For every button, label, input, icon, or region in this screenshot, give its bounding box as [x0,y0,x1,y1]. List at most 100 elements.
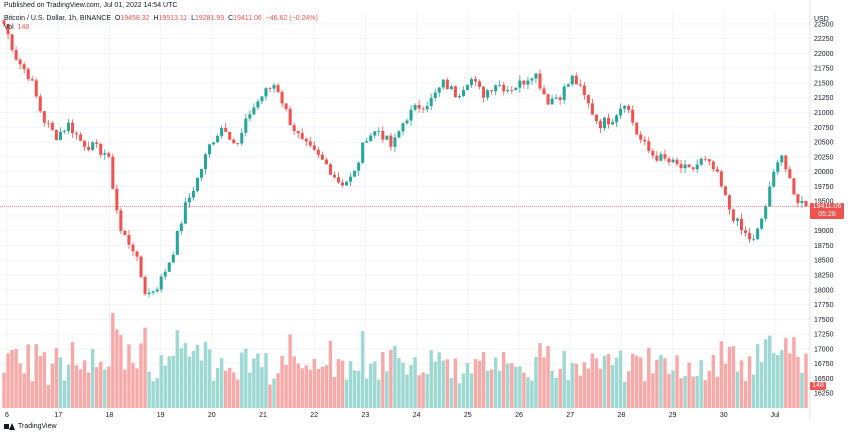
candle-body [377,130,381,132]
volume-bar [54,348,59,408]
candle-body [62,130,66,132]
candle-body [208,144,212,155]
close-label: C [228,15,234,22]
change-value: −46.62 (−0.24%) [265,15,318,22]
candle-body [46,122,50,124]
candle-body [441,79,445,88]
open-label: O [114,15,121,22]
candle-body [711,161,715,170]
volume-bar [139,343,143,408]
volume-bar [558,368,562,408]
candle-body [332,174,336,178]
candle-body [574,75,578,85]
candles [2,19,808,298]
volume-bar [94,367,99,408]
volume-bar [179,348,184,408]
volume-bar [635,355,639,408]
volume-legend[interactable]: Vol 148 [4,24,29,31]
volume-bar [385,371,389,408]
volume-bar [610,365,615,408]
candle-body [651,150,655,156]
candle-body [639,134,643,140]
volume-bar [655,359,659,408]
volume-bar [659,354,663,408]
volume-bar [42,352,47,408]
candle-body [699,158,703,165]
candle-body [683,164,687,169]
candle-body [26,69,30,80]
volume-bar [497,370,502,408]
volume-badge: 148 [810,382,826,390]
volume-bar [639,357,643,408]
symbol-legend[interactable]: Bitcoin / U.S. Dollar, 1h, BINANCE O1945… [4,15,318,22]
volume-bar [66,364,71,408]
volume-bar [647,347,651,408]
candle-body [417,104,421,109]
high-value: 19513.11 [158,15,188,22]
volume-bar [348,361,353,408]
volume-bar [409,365,413,408]
candle-body [461,90,465,97]
volume-bar [90,348,95,408]
candle-body [433,92,437,99]
candle-body [336,177,341,183]
candle-body [308,141,312,146]
volume-bar [542,357,546,408]
candle-body [163,271,167,277]
volume-bar [175,330,180,408]
x-tick-label: 27 [566,412,574,419]
volume-bar [570,363,574,408]
volume-bar [356,370,361,408]
x-tick-label: 17 [54,412,62,419]
x-tick-label: 29 [669,412,677,419]
candle-body [655,155,659,161]
candle-body [212,142,216,145]
candle-body [135,251,139,257]
candle-body [631,109,635,123]
candle-body [510,90,514,91]
x-tick-label: 28 [618,412,626,419]
candle-body [175,231,179,255]
candle-body [425,106,429,110]
candle-body [578,84,582,86]
candle-body [607,117,611,125]
y-tick-label: 17000 [814,346,834,353]
y-tick-label: 16750 [814,361,834,368]
volume-bar [735,371,740,408]
candle-body [312,145,316,150]
candle-body [119,210,123,231]
volume-bar [30,381,34,408]
volume-bar [86,372,91,408]
candle-body [264,88,268,97]
candle-body [58,131,62,141]
volume-bar [219,358,224,408]
footer-brand[interactable]: TradingView [4,423,57,430]
volume-bar [763,339,768,408]
price-axis[interactable]: 16250 16500 16750 17000 17250 17500 17750 18000… [814,21,834,397]
volume-bar [804,353,808,408]
candle-body [320,154,324,160]
candle-body [276,85,280,93]
volume-bar [675,355,679,408]
volume-bar [522,372,526,408]
candle-body [643,139,647,142]
volume-bar [272,378,276,408]
candle-body [10,34,14,51]
volume-bar [671,370,675,408]
candle-body [715,169,719,172]
time-axis[interactable]: 6 17 18 19 20 21 22 23 24 25 26 27 28 29 30 Jul [5,412,780,419]
volume-bar [691,376,695,408]
candle-body [95,142,99,144]
candle-body [30,79,34,81]
candle-body [615,115,619,123]
volume-bar [425,373,429,408]
candle-body [780,155,784,163]
volume-bar [413,357,417,408]
volume-bar [252,358,256,408]
candle-body [216,135,220,143]
y-tick-label: 18000 [814,287,834,294]
candle-body [115,188,119,211]
candle-body [83,140,87,147]
candle-body [389,135,393,147]
